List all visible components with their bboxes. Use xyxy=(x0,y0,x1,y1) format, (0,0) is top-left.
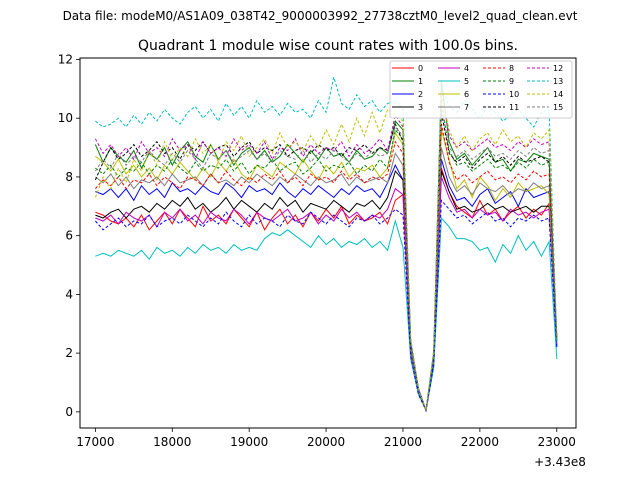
y-axis: 0 2 4 6 8 10 12 xyxy=(58,52,80,419)
x-tick-label: 23000 xyxy=(538,435,576,449)
series-line-0 xyxy=(95,167,558,413)
legend-label-10: 10 xyxy=(509,90,519,99)
y-tick-label: 4 xyxy=(65,287,73,301)
legend-label-8: 8 xyxy=(509,64,514,73)
x-tick-label: 19000 xyxy=(230,435,268,449)
y-tick-label: 12 xyxy=(58,52,73,66)
legend-label-5: 5 xyxy=(464,77,469,86)
legend-label-2: 2 xyxy=(418,90,423,99)
y-tick-label: 10 xyxy=(58,111,73,125)
series-line-10 xyxy=(95,199,558,413)
legend-label-12: 12 xyxy=(553,64,563,73)
legend-box xyxy=(389,60,573,119)
y-tick-label: 2 xyxy=(65,346,73,360)
legend-label-6: 6 xyxy=(464,90,469,99)
series-layer xyxy=(94,76,558,413)
series-line-6 xyxy=(95,129,558,411)
chart-title: Quadrant 1 module wise count rates with … xyxy=(138,38,518,54)
x-tick-label: 22000 xyxy=(461,435,499,449)
legend-label-14: 14 xyxy=(553,90,563,99)
file-name-header: Data file: modeM0/AS1A09_038T42_90000039… xyxy=(63,9,578,23)
y-tick-label: 8 xyxy=(65,170,73,184)
legend-label-3: 3 xyxy=(418,103,423,112)
plot-frame xyxy=(79,57,577,429)
series-line-2 xyxy=(95,159,558,413)
series-line-11 xyxy=(94,112,558,411)
x-tick-label: 21000 xyxy=(384,435,422,449)
x-tick-label: 17000 xyxy=(76,435,114,449)
series-line-3 xyxy=(95,170,558,413)
x-offset-label: +3.43e8 xyxy=(534,455,586,469)
x-axis: 17000 18000 19000 20000 21000 22000 23000 xyxy=(76,428,576,449)
series-line-15 xyxy=(94,106,558,411)
series-line-7 xyxy=(95,147,558,413)
legend-label-11: 11 xyxy=(509,103,519,112)
series-line-13 xyxy=(95,76,558,411)
legend-label-15: 15 xyxy=(553,103,563,112)
series-line-5 xyxy=(95,216,558,413)
legend-label-9: 9 xyxy=(509,77,514,86)
series-line-14 xyxy=(94,94,558,411)
series-line-4 xyxy=(95,176,558,413)
legend-label-7: 7 xyxy=(464,103,469,112)
x-tick-label: 18000 xyxy=(153,435,191,449)
series-line-8 xyxy=(95,124,558,411)
legend-label-1: 1 xyxy=(418,77,423,86)
x-tick-label: 20000 xyxy=(307,435,345,449)
series-line-12 xyxy=(94,88,558,411)
legend-label-0: 0 xyxy=(418,64,423,73)
y-tick-label: 6 xyxy=(65,229,73,243)
legend-label-4: 4 xyxy=(464,64,469,73)
legend-label-13: 13 xyxy=(553,77,563,86)
y-tick-label: 0 xyxy=(65,405,73,419)
